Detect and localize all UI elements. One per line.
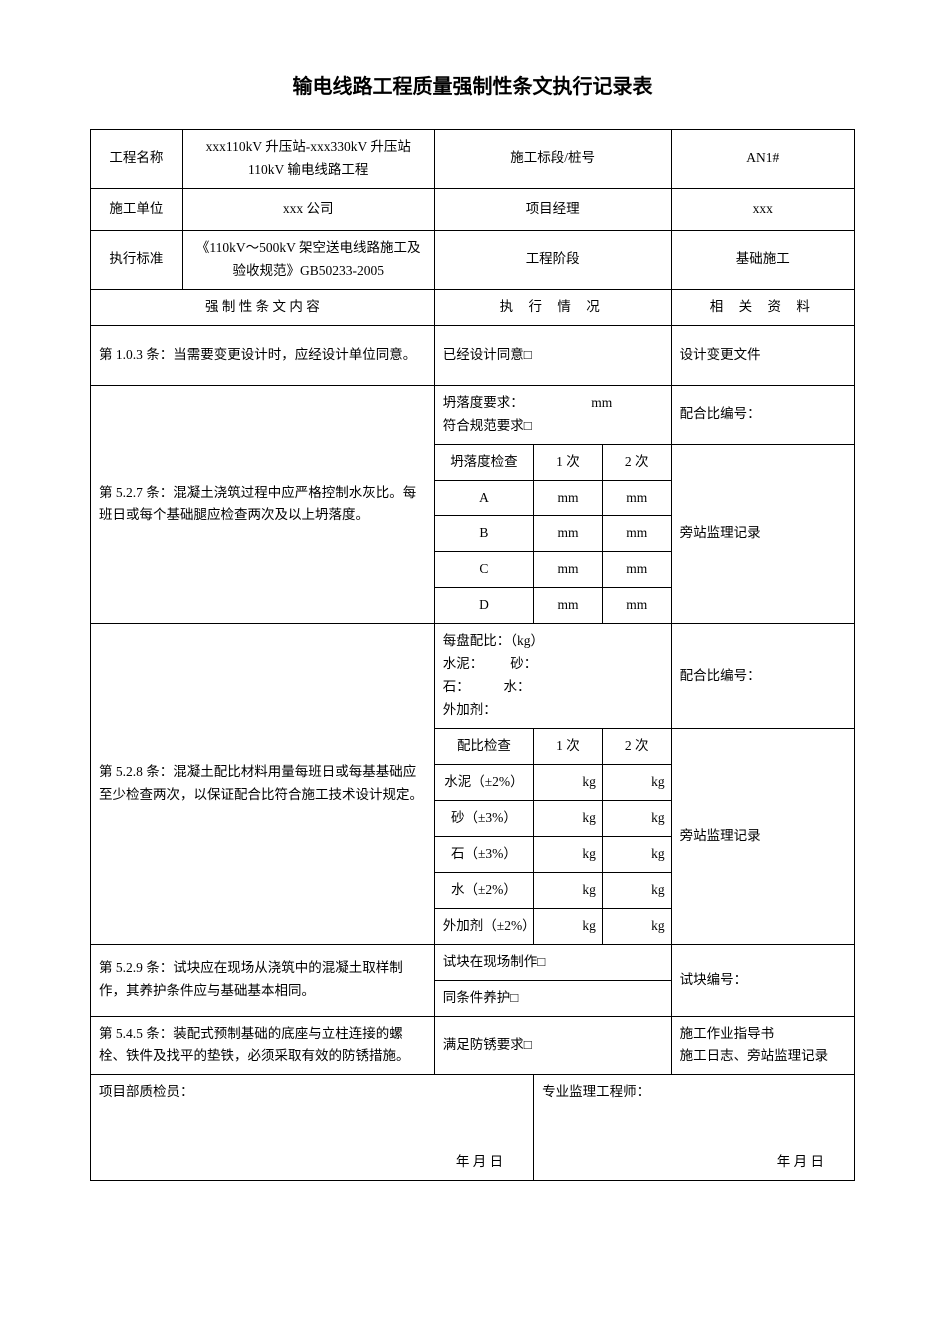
- ref-528-1: 配合比编号：: [671, 624, 854, 729]
- mix-c2: 2 次: [602, 729, 671, 765]
- slump-D1: mm: [534, 588, 603, 624]
- clause-545: 第 5.4.5 条：装配式预制基础的底座与立柱连接的螺栓、铁件及找平的垫铁，必须…: [91, 1016, 435, 1075]
- ref-529: 试块编号：: [671, 944, 854, 1016]
- page-title: 输电线路工程质量强制性条文执行记录表: [90, 70, 855, 99]
- pm-label: 项目经理: [434, 188, 671, 230]
- mix-cement-1: kg: [534, 764, 603, 800]
- mix-stone: 石（±3%）: [434, 836, 533, 872]
- slump-c2: 2 次: [602, 444, 671, 480]
- slump-C: C: [434, 552, 533, 588]
- mix-sand: 砂（±3%）: [434, 800, 533, 836]
- section-value: AN1#: [671, 130, 854, 189]
- slump-A2: mm: [602, 480, 671, 516]
- sign-right-date: 年 月 日: [534, 1145, 855, 1180]
- mix-additive: 外加剂（±2%）: [434, 908, 533, 944]
- slump-B2: mm: [602, 516, 671, 552]
- mix-stone-2: kg: [602, 836, 671, 872]
- mix-water-1: kg: [534, 872, 603, 908]
- standard-label: 执行标准: [91, 230, 183, 289]
- exec-529-1: 试块在现场制作□: [434, 944, 671, 980]
- slump-D2: mm: [602, 588, 671, 624]
- main-table: 工程名称 xxx110kV 升压站-xxx330kV 升压站 110kV 输电线…: [90, 129, 855, 1181]
- ref-103: 设计变更文件: [671, 325, 854, 385]
- mix-additive-2: kg: [602, 908, 671, 944]
- exec-529-2: 同条件养护□: [434, 980, 671, 1016]
- col1-header: 强 制 性 条 文 内 容: [91, 289, 435, 325]
- mix-cement-2: kg: [602, 764, 671, 800]
- slump-B: B: [434, 516, 533, 552]
- standard-value: 《110kV～500kV 架空送电线路施工及验收规范》GB50233-2005: [182, 230, 434, 289]
- mix-water-2: kg: [602, 872, 671, 908]
- slump-C1: mm: [534, 552, 603, 588]
- ref-545: 施工作业指导书 施工日志、旁站监理记录: [671, 1016, 854, 1075]
- col3-header: 相 关 资 料: [671, 289, 854, 325]
- slump-D: D: [434, 588, 533, 624]
- project-name-label: 工程名称: [91, 130, 183, 189]
- section-label: 施工标段/桩号: [434, 130, 671, 189]
- ref-528-2: 旁站监理记录: [671, 729, 854, 945]
- clause-529: 第 5.2.9 条：试块应在现场从浇筑中的混凝土取样制作，其养护条件应与基础基本…: [91, 944, 435, 1016]
- mix-sand-2: kg: [602, 800, 671, 836]
- contractor-label: 施工单位: [91, 188, 183, 230]
- slump-c1: 1 次: [534, 444, 603, 480]
- col2-header: 执 行 情 况: [434, 289, 671, 325]
- mix-cement: 水泥（±2%）: [434, 764, 533, 800]
- clause-528: 第 5.2.8 条：混凝土配比材料用量每班日或每基基础应至少检查两次，以保证配合…: [91, 624, 435, 944]
- mix-c1: 1 次: [534, 729, 603, 765]
- exec-545: 满足防锈要求□: [434, 1016, 671, 1075]
- sign-right-label: 专业监理工程师：: [534, 1075, 855, 1145]
- mix-stone-1: kg: [534, 836, 603, 872]
- mix-block: 每盘配比：（kg） 水泥： 砂： 石： 水： 外加剂：: [434, 624, 671, 729]
- project-name-value: xxx110kV 升压站-xxx330kV 升压站 110kV 输电线路工程: [182, 130, 434, 189]
- phase-label: 工程阶段: [434, 230, 671, 289]
- ref-527-2: 旁站监理记录: [671, 444, 854, 624]
- ref-527-1: 配合比编号：: [671, 385, 854, 444]
- slump-A: A: [434, 480, 533, 516]
- exec-103: 已经设计同意□: [434, 325, 671, 385]
- req-527: 坍落度要求： mm 符合规范要求□: [434, 385, 671, 444]
- pm-value: xxx: [671, 188, 854, 230]
- sign-left-label: 项目部质检员：: [91, 1075, 534, 1145]
- sign-left-date: 年 月 日: [91, 1145, 534, 1180]
- slump-A1: mm: [534, 480, 603, 516]
- slump-C2: mm: [602, 552, 671, 588]
- contractor-value: xxx 公司: [182, 188, 434, 230]
- slump-check-label: 坍落度检查: [434, 444, 533, 480]
- clause-103: 第 1.0.3 条：当需要变更设计时，应经设计单位同意。: [91, 325, 435, 385]
- mix-additive-1: kg: [534, 908, 603, 944]
- mix-sand-1: kg: [534, 800, 603, 836]
- clause-527: 第 5.2.7 条：混凝土浇筑过程中应严格控制水灰比。每班日或每个基础腿应检查两…: [91, 385, 435, 624]
- phase-value: 基础施工: [671, 230, 854, 289]
- mix-water: 水（±2%）: [434, 872, 533, 908]
- mix-check-label: 配比检查: [434, 729, 533, 765]
- slump-B1: mm: [534, 516, 603, 552]
